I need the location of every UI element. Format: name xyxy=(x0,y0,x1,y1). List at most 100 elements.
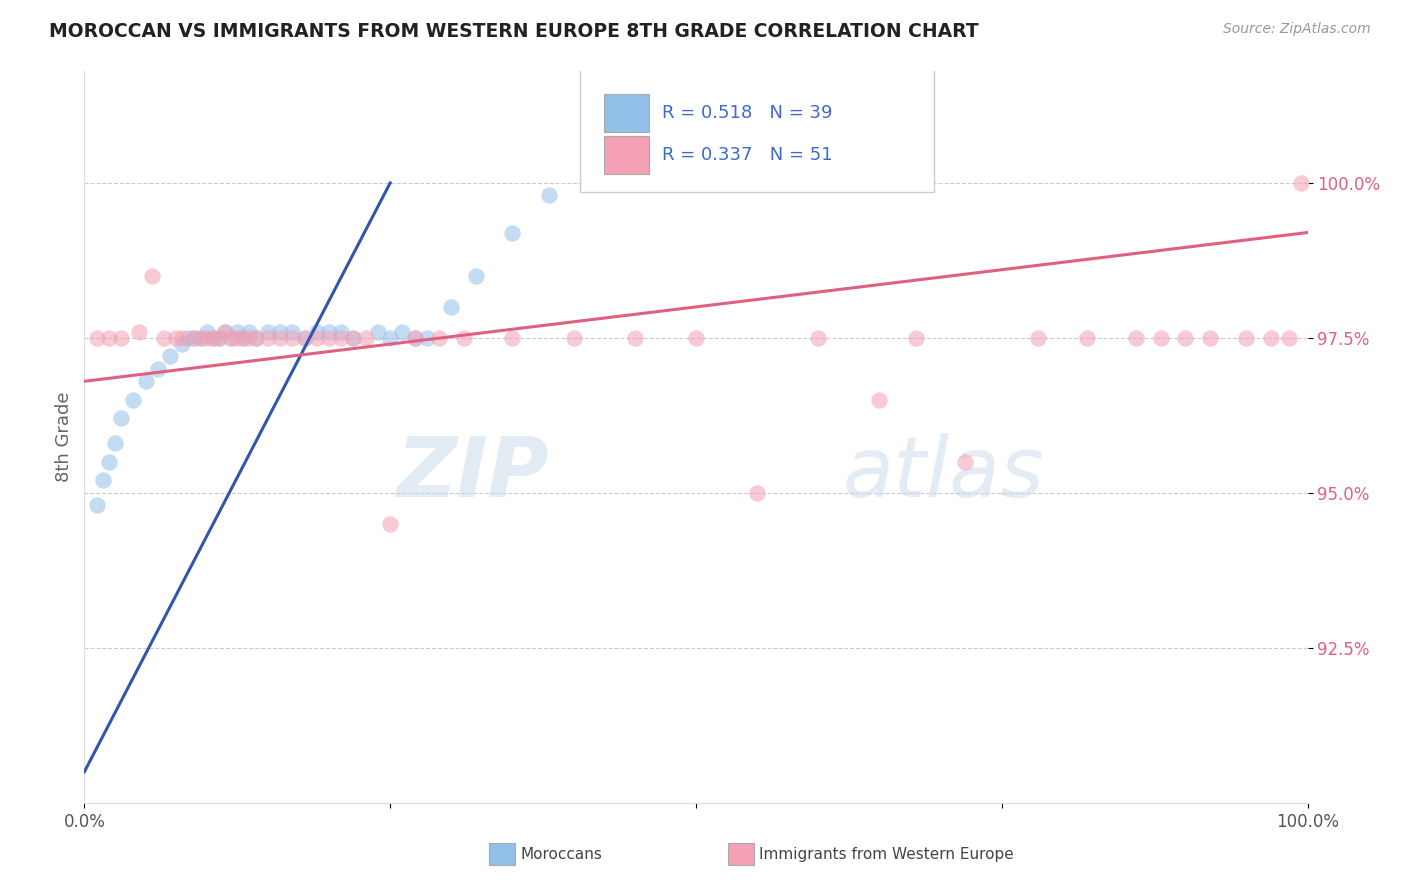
Point xyxy=(330,331,353,345)
Point xyxy=(747,486,769,500)
Text: Source: ZipAtlas.com: Source: ZipAtlas.com xyxy=(1223,22,1371,37)
Point xyxy=(153,331,176,345)
Point xyxy=(502,331,524,345)
Point xyxy=(1291,176,1313,190)
Text: Moroccans: Moroccans xyxy=(520,847,602,862)
Point xyxy=(183,331,205,345)
Point xyxy=(219,331,242,345)
Point xyxy=(97,455,120,469)
Text: R = 0.337   N = 51: R = 0.337 N = 51 xyxy=(662,146,832,164)
FancyBboxPatch shape xyxy=(605,136,650,175)
Text: MOROCCAN VS IMMIGRANTS FROM WESTERN EUROPE 8TH GRADE CORRELATION CHART: MOROCCAN VS IMMIGRANTS FROM WESTERN EURO… xyxy=(49,22,979,41)
Point xyxy=(208,331,231,345)
Point xyxy=(953,455,976,469)
Point xyxy=(172,331,194,345)
Point xyxy=(269,325,291,339)
Point xyxy=(110,331,132,345)
Point xyxy=(146,362,169,376)
Point xyxy=(281,331,304,345)
Point xyxy=(305,331,328,345)
Point xyxy=(201,331,224,345)
Point xyxy=(183,331,205,345)
Point xyxy=(122,392,145,407)
Point xyxy=(294,331,316,345)
Point xyxy=(380,516,402,531)
Point xyxy=(257,325,280,339)
Point xyxy=(269,331,291,345)
Point xyxy=(416,331,439,345)
Point xyxy=(1028,331,1050,345)
Point xyxy=(807,331,830,345)
Point xyxy=(305,325,328,339)
Point xyxy=(135,374,157,388)
Point xyxy=(104,436,127,450)
Point xyxy=(905,331,928,345)
Text: ZIP: ZIP xyxy=(396,434,550,514)
Point xyxy=(214,325,236,339)
Point xyxy=(226,325,249,339)
Point xyxy=(141,268,163,283)
Text: R = 0.518   N = 39: R = 0.518 N = 39 xyxy=(662,104,832,122)
Point xyxy=(342,331,364,345)
Point xyxy=(1076,331,1098,345)
Point xyxy=(1198,331,1220,345)
Point xyxy=(440,300,463,314)
Point xyxy=(257,331,280,345)
FancyBboxPatch shape xyxy=(605,94,650,132)
Point xyxy=(391,325,413,339)
Point xyxy=(226,331,249,345)
Point xyxy=(97,331,120,345)
Point xyxy=(1236,331,1258,345)
Point xyxy=(685,331,707,345)
Point xyxy=(91,474,114,488)
Point xyxy=(190,331,212,345)
Point xyxy=(219,331,242,345)
Point xyxy=(165,331,187,345)
Point xyxy=(195,325,218,339)
Point xyxy=(1174,331,1197,345)
Point xyxy=(1260,331,1282,345)
Point xyxy=(624,331,647,345)
Point xyxy=(86,331,108,345)
Point xyxy=(232,331,254,345)
Point xyxy=(404,331,426,345)
Point xyxy=(427,331,450,345)
Point xyxy=(330,325,353,339)
Point xyxy=(86,498,108,512)
Point xyxy=(294,331,316,345)
Point xyxy=(110,411,132,425)
Point xyxy=(232,331,254,345)
Point xyxy=(159,350,181,364)
Point xyxy=(404,331,426,345)
Point xyxy=(380,331,402,345)
Point xyxy=(502,226,524,240)
Text: atlas: atlas xyxy=(842,434,1045,514)
Point xyxy=(245,331,267,345)
Point xyxy=(1125,331,1147,345)
Point xyxy=(201,331,224,345)
Point xyxy=(1150,331,1173,345)
Point xyxy=(562,331,585,345)
Y-axis label: 8th Grade: 8th Grade xyxy=(55,392,73,483)
Point xyxy=(128,325,150,339)
Text: Immigrants from Western Europe: Immigrants from Western Europe xyxy=(759,847,1014,862)
Point xyxy=(172,337,194,351)
Point xyxy=(245,331,267,345)
Point xyxy=(453,331,475,345)
Point xyxy=(367,325,389,339)
Point xyxy=(342,331,364,345)
Point xyxy=(190,331,212,345)
Point xyxy=(195,331,218,345)
Point xyxy=(208,331,231,345)
Point xyxy=(214,325,236,339)
Point xyxy=(318,325,340,339)
Point xyxy=(354,331,377,345)
Point xyxy=(538,188,561,202)
Point xyxy=(238,325,260,339)
Point xyxy=(869,392,891,407)
Point xyxy=(177,331,200,345)
FancyBboxPatch shape xyxy=(579,68,935,192)
Point xyxy=(238,331,260,345)
Point xyxy=(1278,331,1301,345)
Point xyxy=(464,268,486,283)
